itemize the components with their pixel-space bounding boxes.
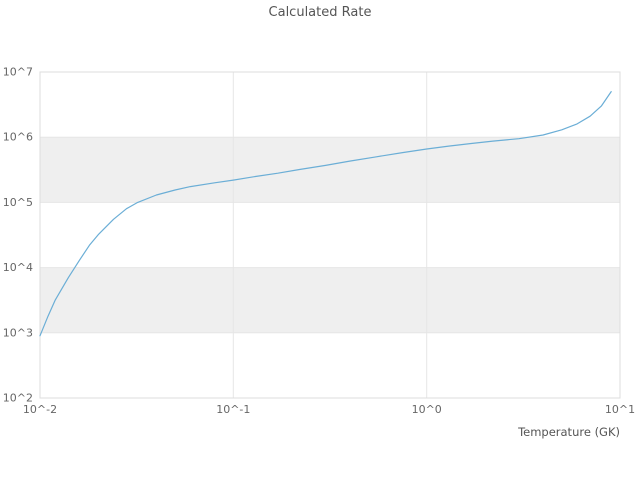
bands-layer: [40, 137, 620, 333]
x-tick-label: 10^-1: [216, 403, 250, 416]
rate-line: [39, 91, 612, 337]
grid-band: [40, 267, 620, 333]
series-layer: [39, 91, 612, 337]
grid-layer: [39, 71, 621, 399]
y-tick-label: 10^3: [3, 326, 33, 339]
x-axis-title: Temperature (GK): [517, 425, 620, 439]
y-tick-label: 10^6: [3, 131, 33, 144]
y-tick-label: 10^4: [3, 261, 33, 274]
x-tick-label: 10^1: [605, 403, 635, 416]
y-tick-label: 10^2: [3, 392, 33, 405]
ticks-layer: 10^2 10^3 10^4 10^5 10^6 10^7 10^-2 10^-1 10^0 10…: [3, 66, 635, 416]
chart-title: Calculated Rate: [269, 5, 372, 20]
x-tick-label: 10^-2: [23, 403, 57, 416]
y-tick-label: 10^7: [3, 66, 33, 79]
y-tick-label: 10^5: [3, 196, 33, 209]
grid-band: [40, 137, 620, 203]
x-tick-label: 10^0: [412, 403, 442, 416]
plot-frame: [39, 71, 621, 399]
